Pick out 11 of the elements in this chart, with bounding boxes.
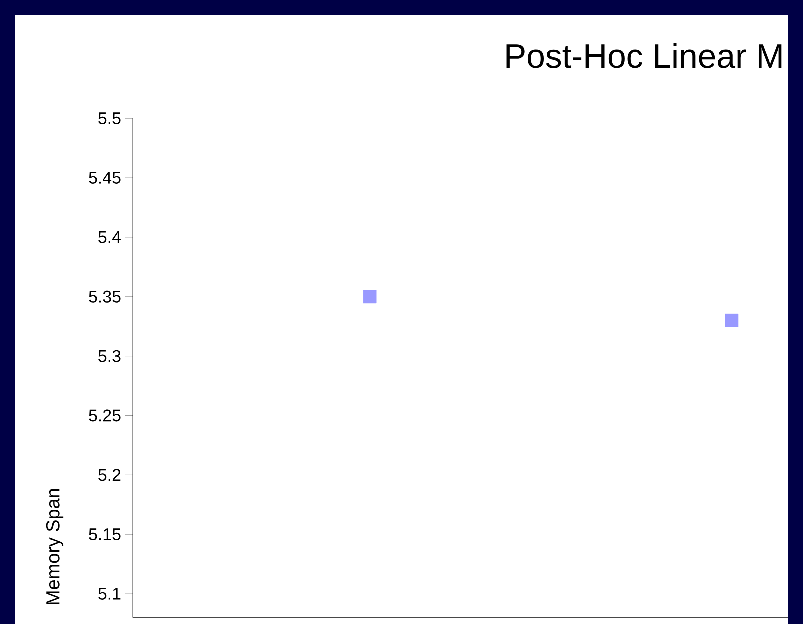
y-tick-label: 5.5 xyxy=(98,112,121,125)
y-tick-label: 5.4 xyxy=(98,232,121,244)
y-tick-label: 5.2 xyxy=(98,469,121,482)
y-tick-label: 5.35 xyxy=(89,290,121,303)
y-axis-title: Memory Span xyxy=(46,489,64,604)
y-tick-label: 5.45 xyxy=(89,172,121,184)
y-tick-label: 5.25 xyxy=(89,410,121,422)
chart-title: Post-Hoc Linear M xyxy=(506,43,782,68)
y-tick-label: 5.3 xyxy=(98,350,121,362)
y-tick-label: 5.1 xyxy=(98,588,121,600)
y-tick-label: 5.15 xyxy=(89,528,121,541)
